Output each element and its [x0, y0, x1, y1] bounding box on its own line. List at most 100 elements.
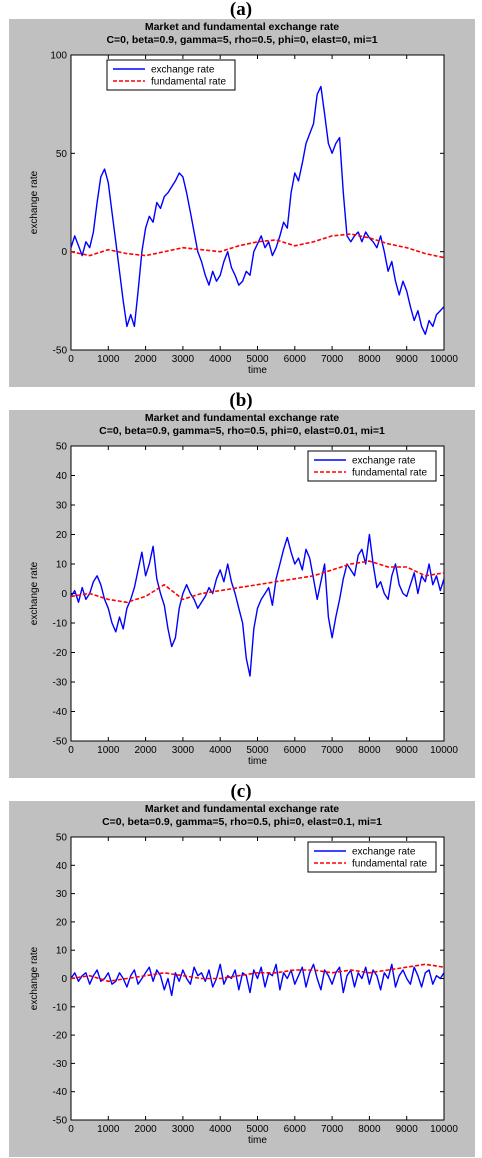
legend-label: exchange rate — [151, 65, 215, 76]
chart-panel-b: Market and fundamental exchange rate C=0,… — [9, 410, 475, 778]
x-axis-label: time — [248, 365, 267, 376]
x-tick-label: 0 — [68, 354, 74, 365]
y-tick-label: 40 — [56, 861, 68, 872]
chart-b: Market and fundamental exchange rateC=0,… — [29, 412, 458, 767]
x-tick-label: 3000 — [172, 354, 195, 365]
x-tick-label: 3000 — [172, 745, 195, 756]
legend-box — [106, 59, 236, 91]
y-tick-label: 100 — [50, 51, 67, 62]
y-tick-label: 50 — [56, 442, 68, 453]
x-tick-label: 0 — [68, 1124, 74, 1135]
x-tick-label: 0 — [68, 745, 74, 756]
y-tick-label: 0 — [61, 589, 67, 600]
x-tick-label: 4000 — [209, 354, 232, 365]
panel-a-label: (a) — [229, 0, 253, 20]
series-line-1 — [71, 560, 444, 604]
x-tick-label: 9000 — [396, 745, 419, 756]
x-tick-label: 1000 — [97, 1124, 120, 1135]
x-tick-label: 5000 — [246, 1124, 269, 1135]
series-line-1 — [71, 233, 444, 259]
chart-subtitle: C=0, beta=0.9, gamma=5, rho=0.5, phi=0, … — [102, 816, 382, 828]
y-tick-label: 30 — [56, 889, 68, 900]
x-tick-label: 2000 — [134, 1124, 157, 1135]
y-tick-label: 30 — [56, 501, 68, 512]
chart-title: Market and fundamental exchange rate — [145, 21, 339, 33]
x-tick-label: 4000 — [209, 745, 232, 756]
plot-area — [70, 445, 445, 742]
y-tick-label: 10 — [56, 560, 68, 571]
x-tick-label: 9000 — [396, 354, 419, 365]
y-tick-label: -30 — [53, 678, 68, 689]
y-tick-label: 50 — [56, 833, 68, 844]
y-tick-label: -30 — [53, 1059, 68, 1070]
legend-label: fundamental rate — [352, 468, 427, 479]
legend-box — [307, 450, 437, 482]
legend-label: fundamental rate — [151, 77, 226, 88]
x-axis-label: time — [248, 1135, 267, 1146]
x-tick-label: 6000 — [284, 745, 307, 756]
x-tick-label: 5000 — [246, 354, 269, 365]
y-tick-label: 0 — [61, 247, 67, 258]
chart-title: Market and fundamental exchange rate — [145, 803, 339, 815]
legend-label: fundamental rate — [352, 859, 427, 870]
panel-c-label: (c) — [230, 781, 252, 802]
y-tick-label: -50 — [53, 737, 68, 748]
y-tick-label: -10 — [53, 619, 68, 630]
x-tick-label: 7000 — [321, 354, 344, 365]
x-tick-label: 10000 — [430, 1124, 458, 1135]
y-tick-label: -50 — [53, 1116, 68, 1127]
y-tick-label: 0 — [61, 974, 67, 985]
x-tick-label: 1000 — [97, 745, 120, 756]
x-axis-label: time — [248, 756, 267, 767]
legend-label: exchange rate — [352, 847, 416, 858]
chart-subtitle: C=0, beta=0.9, gamma=5, rho=0.5, phi=0, … — [106, 34, 377, 46]
x-tick-label: 8000 — [358, 745, 381, 756]
x-tick-label: 5000 — [246, 745, 269, 756]
x-tick-label: 2000 — [134, 354, 157, 365]
series-line-0 — [71, 533, 444, 677]
chart-c: Market and fundamental exchange rateC=0,… — [29, 803, 458, 1146]
y-tick-label: -10 — [53, 1002, 68, 1013]
y-tick-label: 40 — [56, 471, 68, 482]
chart-a: Market and fundamental exchange rateC=0,… — [29, 21, 458, 376]
x-tick-label: 2000 — [134, 745, 157, 756]
y-tick-label: 20 — [56, 917, 68, 928]
y-axis-label: exchange rate — [29, 561, 40, 625]
y-tick-label: 10 — [56, 946, 68, 957]
chart-subtitle: C=0, beta=0.9, gamma=5, rho=0.5, phi=0, … — [99, 425, 385, 437]
x-tick-label: 4000 — [209, 1124, 232, 1135]
y-axis-label: exchange rate — [29, 170, 40, 234]
legend-box — [307, 841, 437, 873]
series-group — [71, 963, 444, 997]
x-tick-label: 10000 — [430, 745, 458, 756]
x-tick-label: 8000 — [358, 354, 381, 365]
series-line-1 — [71, 963, 444, 983]
legend-label: exchange rate — [352, 456, 416, 467]
y-tick-label: -40 — [53, 707, 68, 718]
y-axis-label: exchange rate — [29, 946, 40, 1010]
x-tick-label: 7000 — [321, 1124, 344, 1135]
x-tick-label: 9000 — [396, 1124, 419, 1135]
x-tick-label: 3000 — [172, 1124, 195, 1135]
y-tick-label: -20 — [53, 1031, 68, 1042]
chart-panel-a: Market and fundamental exchange rate C=0,… — [9, 19, 475, 387]
series-line-0 — [71, 963, 444, 997]
panel-b-label: (b) — [229, 390, 253, 411]
x-tick-label: 8000 — [358, 1124, 381, 1135]
x-tick-label: 1000 — [97, 354, 120, 365]
x-tick-label: 7000 — [321, 745, 344, 756]
y-tick-label: -20 — [53, 648, 68, 659]
chart-panel-c: Market and fundamental exchange rate C=0,… — [9, 801, 475, 1157]
chart-title: Market and fundamental exchange rate — [145, 412, 339, 424]
y-tick-label: 50 — [56, 149, 68, 160]
x-tick-label: 10000 — [430, 354, 458, 365]
plot-area — [70, 54, 445, 351]
series-group — [71, 85, 444, 335]
x-tick-label: 6000 — [284, 354, 307, 365]
y-tick-label: -50 — [53, 346, 68, 357]
x-tick-label: 6000 — [284, 1124, 307, 1135]
series-group — [71, 533, 444, 677]
